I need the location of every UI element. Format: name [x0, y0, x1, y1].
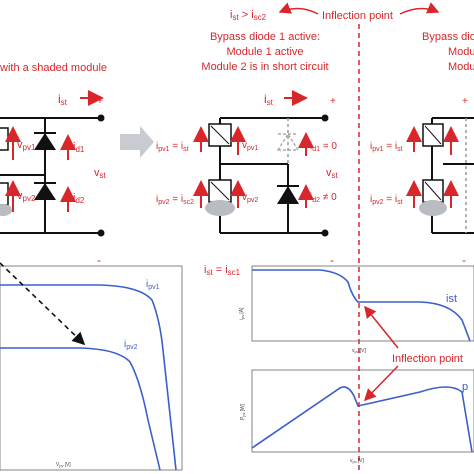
middle-plot1-curve [252, 269, 471, 342]
middle-diode-2-active [277, 186, 299, 204]
right-ist-curve-label: ist [446, 293, 457, 305]
right-panel: Bypass diode Modu Modu ipv1 = ist ipv2 =… [370, 31, 474, 267]
middle-bottom-terminal [321, 229, 329, 237]
right-ipv2-eq: ipv2 = ist [370, 194, 403, 206]
left-panel: with a shaded module ist + - vpv1 vpv2 i… [0, 62, 183, 471]
top-inflection-arrow-left [278, 2, 319, 15]
right-line3: Modu [448, 61, 474, 73]
left-vpv1-label: vpv1 [17, 139, 36, 152]
middle-diode-1-inactive [276, 132, 300, 151]
left-title: with a shaded module [0, 62, 107, 74]
right-line1: Bypass diode [422, 31, 474, 43]
middle-plot2-xlabel: vpv[V] [350, 458, 364, 464]
left-plot-frame [0, 265, 183, 471]
inflection-arrow-down [363, 365, 399, 402]
left-minus: - [97, 253, 101, 267]
right-line2: Modu [448, 46, 474, 58]
left-dashed-arrow [0, 262, 86, 346]
top-ist-condition: ist > isc2 [230, 9, 267, 22]
left-curve1-label: ipv1 [146, 279, 160, 291]
left-ist-label: ist [58, 92, 68, 107]
middle-cloud [205, 200, 235, 216]
right-minus: - [462, 253, 466, 267]
bottom-inflection-label: Inflection point [392, 353, 463, 365]
transition-arrow [120, 126, 154, 158]
left-curve2-label: ipv2 [124, 339, 138, 351]
left-curve-ipv2 [0, 347, 161, 471]
middle-plot1-ylabel: ipv[A] [239, 307, 245, 320]
left-bottom-terminal [97, 229, 105, 237]
left-module-2 [0, 182, 9, 206]
middle-id2: id2 ≠ 0 [310, 192, 337, 204]
top-inflection-label: Inflection point [322, 10, 393, 22]
left-plus: + [97, 96, 103, 107]
middle-panel: Bypass diode 1 active: Module 1 active M… [156, 31, 474, 464]
left-id1-label: id1 [73, 141, 85, 154]
left-top-terminal [97, 114, 105, 122]
left-vpv2-label: vpv2 [17, 190, 36, 203]
right-plus: + [462, 96, 468, 107]
right-p-curve-label: p [462, 381, 468, 393]
left-curve-ipv1 [0, 284, 177, 471]
middle-vpv1: vpv1 [242, 140, 258, 152]
middle-top-terminal [321, 114, 329, 122]
middle-ipv1-eq: ipv1 = ist [156, 141, 189, 153]
middle-plot2-curve [251, 386, 473, 453]
left-module-1 [0, 127, 9, 151]
middle-minus: - [330, 253, 334, 267]
left-diode-2 [34, 183, 56, 200]
right-ipv1-eq: ipv1 = ist [370, 141, 403, 153]
middle-line3: Module 2 is in short circuit [201, 61, 328, 73]
top-inflection-arrow-right [399, 2, 440, 15]
left-id2-label: id2 [73, 192, 85, 205]
middle-id1: id1 = 0 [310, 141, 337, 153]
middle-line2: Module 1 active [226, 46, 303, 58]
middle-plot2-frame [251, 369, 474, 453]
right-cloud [419, 200, 447, 216]
middle-vst: vst [326, 167, 339, 180]
middle-plot1-frame [251, 265, 474, 342]
middle-plot2-ylabel: Ppv[W] [240, 403, 246, 420]
middle-plot1-xlabel: vpv[V] [352, 348, 366, 354]
left-vst-label: vst [94, 167, 107, 180]
left-diode-1 [34, 133, 56, 150]
inflection-arrow-up [364, 305, 399, 349]
middle-line1: Bypass diode 1 active: [210, 31, 320, 43]
middle-ist-isc1: ist = isc1 [204, 264, 241, 277]
left-xlabel: Vpv[V] [56, 462, 71, 468]
middle-vpv2: vpv2 [242, 192, 258, 204]
middle-ist-label: ist [264, 92, 274, 107]
middle-ipv2-eq: ipv2 = isc2 [156, 194, 194, 206]
left-cloud [0, 204, 12, 216]
middle-plus: + [330, 96, 336, 107]
